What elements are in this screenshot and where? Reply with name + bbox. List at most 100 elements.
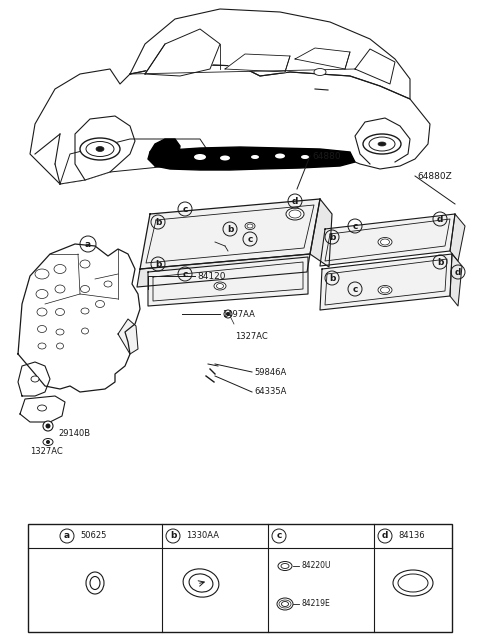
- Polygon shape: [18, 362, 50, 396]
- Circle shape: [46, 424, 50, 428]
- Polygon shape: [310, 199, 332, 267]
- Ellipse shape: [56, 308, 64, 316]
- Ellipse shape: [38, 343, 46, 349]
- Ellipse shape: [381, 239, 389, 245]
- Ellipse shape: [314, 68, 326, 75]
- Ellipse shape: [277, 598, 293, 610]
- Text: a: a: [85, 240, 91, 249]
- Ellipse shape: [37, 308, 47, 316]
- Text: d: d: [382, 531, 388, 540]
- Ellipse shape: [57, 343, 63, 349]
- Text: a: a: [64, 531, 70, 540]
- Ellipse shape: [56, 329, 64, 335]
- Text: b: b: [155, 260, 161, 269]
- Polygon shape: [20, 396, 65, 422]
- Ellipse shape: [54, 265, 66, 274]
- Text: d: d: [292, 196, 298, 205]
- Polygon shape: [150, 139, 180, 166]
- Text: b: b: [227, 225, 233, 234]
- Polygon shape: [130, 9, 410, 99]
- Ellipse shape: [278, 562, 292, 571]
- Text: b: b: [155, 218, 161, 227]
- Polygon shape: [225, 54, 290, 72]
- Text: 84219E: 84219E: [301, 600, 330, 609]
- Ellipse shape: [37, 325, 47, 332]
- Text: b: b: [329, 274, 335, 283]
- Polygon shape: [145, 29, 220, 76]
- Text: b: b: [437, 258, 443, 267]
- Polygon shape: [320, 254, 452, 310]
- Ellipse shape: [251, 155, 259, 159]
- Text: 29140B: 29140B: [58, 430, 90, 439]
- Text: 1497AA: 1497AA: [222, 310, 255, 319]
- Ellipse shape: [35, 269, 49, 279]
- Polygon shape: [148, 257, 308, 306]
- Text: 50625: 50625: [80, 531, 107, 540]
- Text: 64880: 64880: [312, 151, 341, 160]
- Text: c: c: [276, 531, 282, 540]
- Circle shape: [46, 440, 50, 444]
- Ellipse shape: [82, 328, 88, 334]
- Ellipse shape: [37, 405, 47, 411]
- Bar: [28, 524, 452, 632]
- Text: b: b: [329, 232, 335, 242]
- Ellipse shape: [214, 282, 226, 290]
- Text: 59846A: 59846A: [254, 368, 286, 377]
- Text: 84220U: 84220U: [301, 562, 331, 571]
- Ellipse shape: [220, 155, 230, 160]
- Polygon shape: [140, 199, 320, 269]
- Polygon shape: [450, 214, 465, 261]
- Ellipse shape: [281, 601, 288, 607]
- Ellipse shape: [86, 142, 114, 156]
- Ellipse shape: [279, 600, 291, 608]
- Polygon shape: [320, 214, 455, 266]
- Polygon shape: [450, 254, 462, 306]
- Ellipse shape: [378, 238, 392, 247]
- Polygon shape: [18, 244, 140, 392]
- Ellipse shape: [381, 287, 389, 293]
- Ellipse shape: [90, 576, 100, 589]
- Ellipse shape: [43, 439, 53, 446]
- Polygon shape: [60, 139, 210, 184]
- Text: 84120: 84120: [197, 272, 226, 281]
- Ellipse shape: [81, 285, 89, 292]
- Ellipse shape: [55, 285, 65, 293]
- Text: 1327AC: 1327AC: [30, 446, 63, 455]
- Ellipse shape: [96, 301, 105, 307]
- Ellipse shape: [275, 153, 285, 158]
- Ellipse shape: [81, 308, 89, 314]
- Text: c: c: [352, 285, 358, 294]
- Text: c: c: [352, 222, 358, 231]
- Ellipse shape: [289, 210, 301, 218]
- Ellipse shape: [301, 155, 309, 159]
- Polygon shape: [355, 49, 395, 84]
- Text: 64335A: 64335A: [254, 388, 287, 397]
- Text: d: d: [455, 267, 461, 276]
- Polygon shape: [295, 48, 350, 69]
- Ellipse shape: [80, 138, 120, 160]
- Ellipse shape: [286, 208, 304, 220]
- Ellipse shape: [363, 134, 401, 154]
- Text: c: c: [182, 205, 188, 214]
- Ellipse shape: [393, 570, 433, 596]
- Ellipse shape: [36, 290, 48, 299]
- Text: 1327AC: 1327AC: [235, 332, 268, 341]
- Ellipse shape: [31, 376, 39, 382]
- Polygon shape: [118, 319, 138, 354]
- Text: 84136: 84136: [398, 531, 425, 540]
- Polygon shape: [30, 64, 430, 184]
- Text: 1330AA: 1330AA: [186, 531, 219, 540]
- Polygon shape: [137, 254, 310, 287]
- Text: c: c: [247, 234, 252, 243]
- Text: b: b: [170, 531, 176, 540]
- Ellipse shape: [369, 137, 395, 151]
- Ellipse shape: [378, 142, 386, 146]
- Polygon shape: [148, 147, 355, 170]
- Text: d: d: [437, 214, 443, 223]
- Ellipse shape: [378, 285, 392, 294]
- Ellipse shape: [80, 260, 90, 268]
- Ellipse shape: [194, 154, 206, 160]
- Ellipse shape: [245, 222, 255, 229]
- Circle shape: [226, 312, 230, 316]
- Text: c: c: [182, 269, 188, 278]
